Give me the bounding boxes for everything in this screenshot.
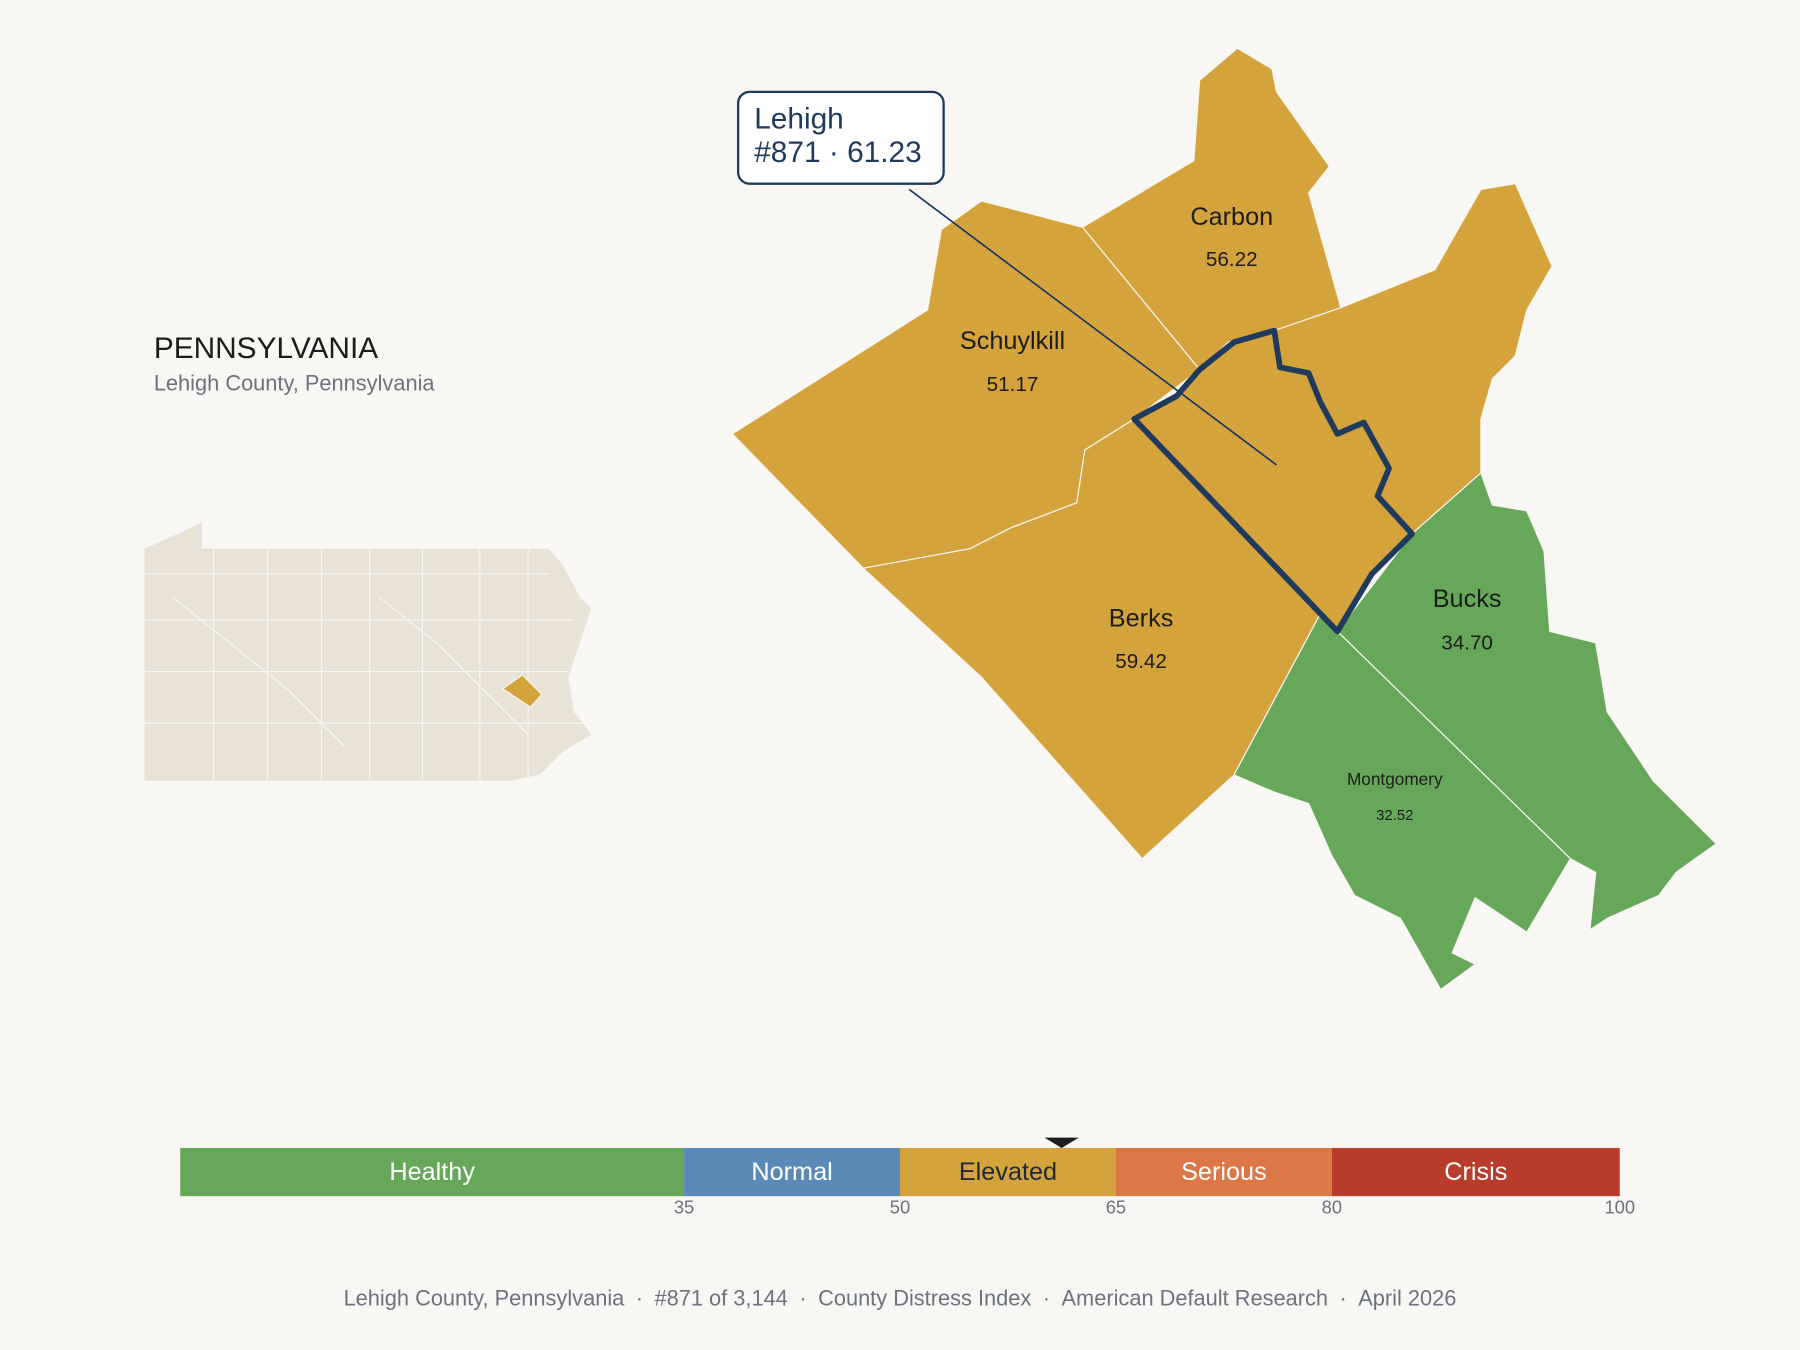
footer-part: County Distress Index [818,1285,1031,1310]
footer-separator: · [636,1285,643,1310]
state-shape [144,522,592,781]
county-shape [1081,47,1342,371]
county-score: 59.42 [1115,650,1167,673]
callout-detail: #871 · 61.23 [754,136,922,169]
state-inset [144,522,592,781]
footer-part: American Default Research [1062,1285,1329,1310]
callout-rank: #871 [754,136,820,169]
county-name: Schuylkill [960,327,1065,355]
county-score: 51.17 [987,373,1039,396]
scale-tick-label: 65 [1106,1197,1126,1218]
scale-band [180,1147,685,1197]
county-name: Carbon [1190,203,1273,231]
callout-separator: · [829,136,839,169]
callout-box [736,90,945,185]
footer-separator: · [1340,1285,1347,1310]
scale-band-label: Serious [1181,1158,1267,1186]
footer-separator: · [799,1285,806,1310]
callout: Lehigh #871 · 61.23 [736,90,1278,466]
inset-borders [144,548,586,781]
scale-band [1331,1147,1620,1197]
county-score: 32.52 [1376,807,1413,824]
footer-part: #871 of 3,144 [655,1285,788,1310]
footer: Lehigh County, Pennsylvania · #871 of 3,14… [344,1285,1457,1310]
county-score: 56.22 [1206,248,1258,271]
scale-band [900,1147,1116,1197]
callout-name: Lehigh [754,102,844,135]
scale-band-label: Crisis [1444,1158,1507,1186]
scale-tick-label: 35 [674,1197,694,1218]
scale-band-label: Elevated [959,1158,1057,1186]
leader-line [908,188,1278,466]
inset-highlight [501,674,543,708]
footer-separator: · [1043,1285,1050,1310]
footer-part: Lehigh County, Pennsylvania [344,1285,626,1310]
scale-marker [1044,1137,1079,1148]
county-score: 34.70 [1441,631,1493,654]
scale-band [684,1147,900,1197]
county-shape [1233,613,1572,991]
scale: Healthy Normal Elevated Serious Crisis 35 50 65… [180,1137,1635,1218]
county-map: Carbon 56.22 Schuylkill 51.17 Berks 59.4… [731,47,1718,991]
footer-part: April 2026 [1358,1285,1456,1310]
county-name: Berks [1109,605,1174,633]
callout-score: 61.23 [847,136,922,169]
scale-tick-label: 50 [890,1197,910,1218]
county-shape [1336,471,1718,931]
scale-tick-label: 100 [1604,1197,1635,1218]
focus-outline [1131,327,1415,635]
scale-band [1115,1147,1332,1197]
scale-tick-label: 80 [1322,1197,1342,1218]
county-name: Bucks [1433,585,1502,613]
title: PENNSYLVANIA [154,332,378,365]
scale-band-label: Healthy [389,1158,475,1186]
scale-band-label: Normal [751,1158,832,1186]
subtitle: Lehigh County, Pennsylvania [154,370,436,395]
county-name: Montgomery [1347,769,1443,789]
